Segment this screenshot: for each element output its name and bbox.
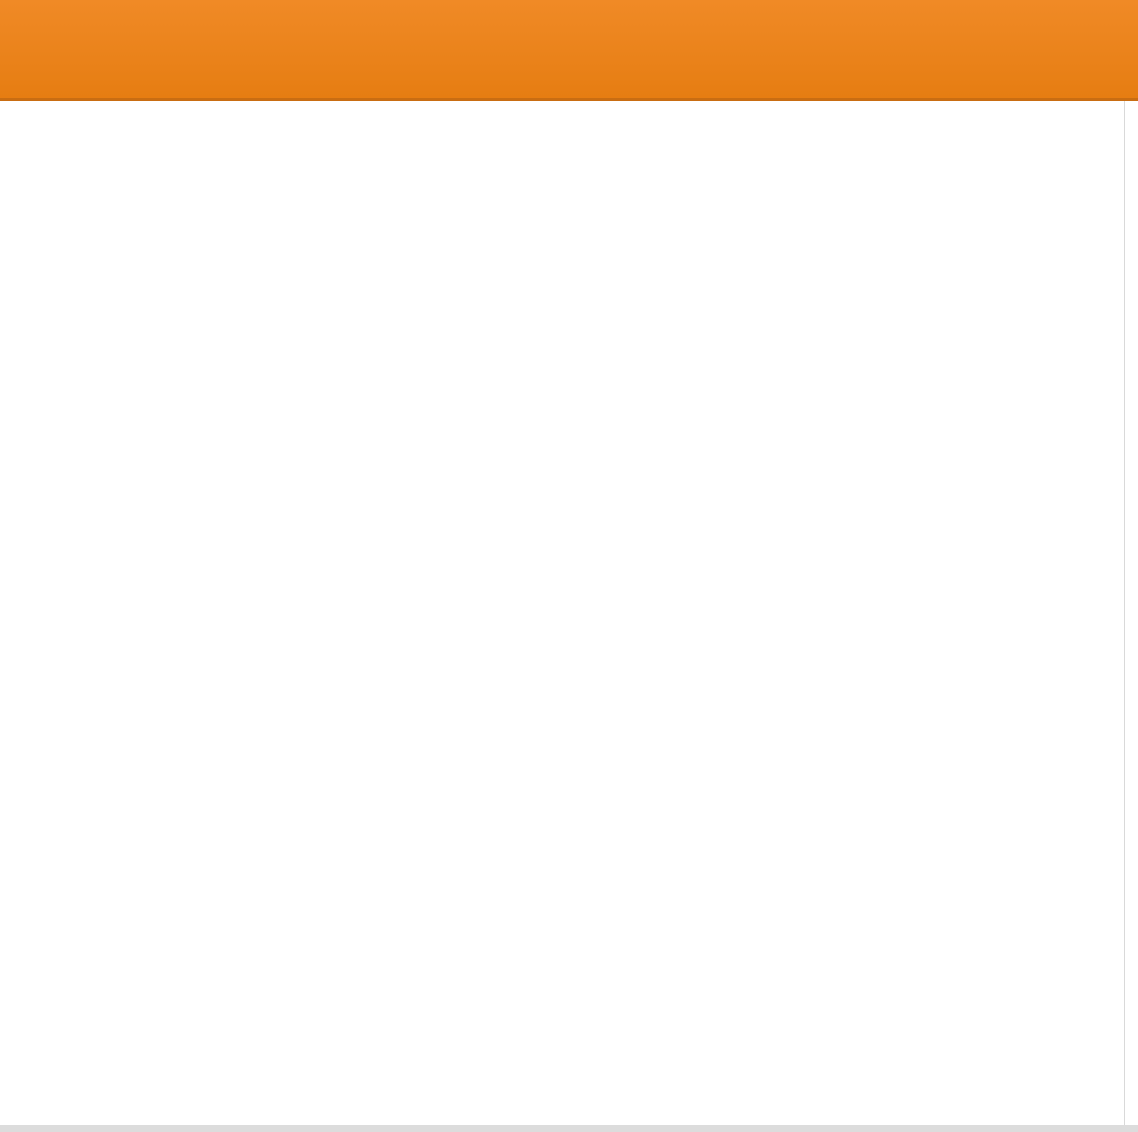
bottom-strip (0, 1125, 1138, 1132)
right-edge-line (1124, 101, 1125, 1132)
men-size-title (0, 127, 1138, 143)
youth-size-title (0, 253, 1138, 269)
banner (0, 0, 1138, 101)
women-size-title (0, 181, 1138, 197)
